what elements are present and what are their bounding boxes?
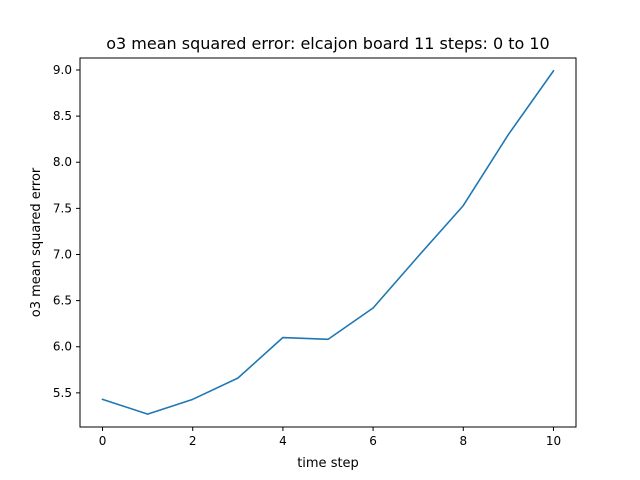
y-tick-label: 9.0 bbox=[53, 63, 72, 77]
x-tick-label: 8 bbox=[459, 434, 467, 448]
x-tick-label: 10 bbox=[546, 434, 561, 448]
y-tick-label: 7.5 bbox=[53, 201, 72, 215]
chart-title: o3 mean squared error: elcajon board 11 … bbox=[106, 34, 549, 53]
y-tick-label: 8.5 bbox=[53, 109, 72, 123]
x-tick-label: 2 bbox=[189, 434, 197, 448]
series-line bbox=[101, 69, 555, 415]
y-tick-label: 7.0 bbox=[53, 247, 72, 261]
y-tick-label: 8.0 bbox=[53, 155, 72, 169]
y-tick-label: 6.0 bbox=[53, 340, 72, 354]
plot-area bbox=[101, 69, 555, 415]
y-axis-label: o3 mean squared error bbox=[29, 167, 44, 317]
x-tick-label: 0 bbox=[99, 434, 107, 448]
y-axis-ticks: 5.5 6.0 6.5 7.0 7.5 8.0 8.5 9.0 bbox=[53, 63, 80, 400]
x-axis-label: time step bbox=[297, 456, 359, 471]
x-tick-label: 6 bbox=[369, 434, 377, 448]
y-tick-label: 6.5 bbox=[53, 294, 72, 308]
axes-frame bbox=[79, 57, 577, 428]
x-axis-ticks: 0 2 4 6 8 10 bbox=[99, 427, 561, 448]
x-tick-label: 4 bbox=[279, 434, 287, 448]
y-tick-label: 5.5 bbox=[53, 386, 72, 400]
